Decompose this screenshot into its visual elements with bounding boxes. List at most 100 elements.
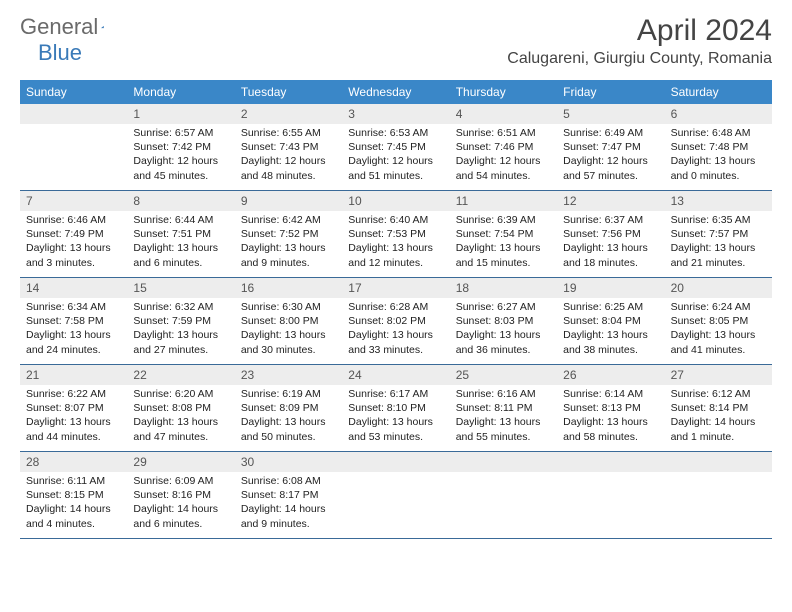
- sunrise-line: Sunrise: 6:11 AM: [26, 474, 121, 488]
- day-number: [20, 104, 127, 124]
- day-details: Sunrise: 6:46 AMSunset: 7:49 PMDaylight:…: [20, 211, 127, 274]
- day-details: Sunrise: 6:11 AMSunset: 8:15 PMDaylight:…: [20, 472, 127, 535]
- calendar: SundayMondayTuesdayWednesdayThursdayFrid…: [20, 80, 772, 539]
- calendar-cell: 4Sunrise: 6:51 AMSunset: 7:46 PMDaylight…: [450, 104, 557, 190]
- sunrise-line: Sunrise: 6:27 AM: [456, 300, 551, 314]
- day-number: 11: [450, 191, 557, 211]
- calendar-cell: 18Sunrise: 6:27 AMSunset: 8:03 PMDayligh…: [450, 278, 557, 364]
- daylight-line: Daylight: 13 hours and 15 minutes.: [456, 241, 551, 269]
- calendar-cell: 21Sunrise: 6:22 AMSunset: 8:07 PMDayligh…: [20, 365, 127, 451]
- sunset-line: Sunset: 8:11 PM: [456, 401, 551, 415]
- sunrise-line: Sunrise: 6:30 AM: [241, 300, 336, 314]
- calendar-cell: 26Sunrise: 6:14 AMSunset: 8:13 PMDayligh…: [557, 365, 664, 451]
- daylight-line: Daylight: 14 hours and 6 minutes.: [133, 502, 228, 530]
- day-details: Sunrise: 6:44 AMSunset: 7:51 PMDaylight:…: [127, 211, 234, 274]
- day-details: Sunrise: 6:08 AMSunset: 8:17 PMDaylight:…: [235, 472, 342, 535]
- calendar-cell-empty: [450, 452, 557, 538]
- sunset-line: Sunset: 7:43 PM: [241, 140, 336, 154]
- daylight-line: Daylight: 13 hours and 30 minutes.: [241, 328, 336, 356]
- day-number: 22: [127, 365, 234, 385]
- day-details: Sunrise: 6:42 AMSunset: 7:52 PMDaylight:…: [235, 211, 342, 274]
- sunset-line: Sunset: 7:45 PM: [348, 140, 443, 154]
- day-number: 5: [557, 104, 664, 124]
- day-details: Sunrise: 6:19 AMSunset: 8:09 PMDaylight:…: [235, 385, 342, 448]
- calendar-cell: 16Sunrise: 6:30 AMSunset: 8:00 PMDayligh…: [235, 278, 342, 364]
- sunset-line: Sunset: 7:42 PM: [133, 140, 228, 154]
- sunrise-line: Sunrise: 6:19 AM: [241, 387, 336, 401]
- day-number: 30: [235, 452, 342, 472]
- day-number: 27: [665, 365, 772, 385]
- day-details: Sunrise: 6:34 AMSunset: 7:58 PMDaylight:…: [20, 298, 127, 361]
- day-details: Sunrise: 6:25 AMSunset: 8:04 PMDaylight:…: [557, 298, 664, 361]
- daylight-line: Daylight: 12 hours and 57 minutes.: [563, 154, 658, 182]
- logo-triangle-icon: [101, 20, 104, 34]
- daylight-line: Daylight: 13 hours and 18 minutes.: [563, 241, 658, 269]
- calendar-cell: 14Sunrise: 6:34 AMSunset: 7:58 PMDayligh…: [20, 278, 127, 364]
- dow-header: Tuesday: [235, 80, 342, 104]
- calendar-cell-empty: [557, 452, 664, 538]
- day-number: 21: [20, 365, 127, 385]
- day-details: Sunrise: 6:30 AMSunset: 8:00 PMDaylight:…: [235, 298, 342, 361]
- sunrise-line: Sunrise: 6:44 AM: [133, 213, 228, 227]
- sunset-line: Sunset: 7:47 PM: [563, 140, 658, 154]
- calendar-cell: 20Sunrise: 6:24 AMSunset: 8:05 PMDayligh…: [665, 278, 772, 364]
- day-details: Sunrise: 6:12 AMSunset: 8:14 PMDaylight:…: [665, 385, 772, 448]
- day-number: 29: [127, 452, 234, 472]
- sunrise-line: Sunrise: 6:22 AM: [26, 387, 121, 401]
- calendar-cell: 11Sunrise: 6:39 AMSunset: 7:54 PMDayligh…: [450, 191, 557, 277]
- sunset-line: Sunset: 7:58 PM: [26, 314, 121, 328]
- day-details: Sunrise: 6:37 AMSunset: 7:56 PMDaylight:…: [557, 211, 664, 274]
- day-number: 17: [342, 278, 449, 298]
- sunrise-line: Sunrise: 6:17 AM: [348, 387, 443, 401]
- day-details: Sunrise: 6:22 AMSunset: 8:07 PMDaylight:…: [20, 385, 127, 448]
- calendar-cell: 27Sunrise: 6:12 AMSunset: 8:14 PMDayligh…: [665, 365, 772, 451]
- calendar-cell: 13Sunrise: 6:35 AMSunset: 7:57 PMDayligh…: [665, 191, 772, 277]
- sunset-line: Sunset: 8:14 PM: [671, 401, 766, 415]
- sunrise-line: Sunrise: 6:34 AM: [26, 300, 121, 314]
- calendar-cell: 5Sunrise: 6:49 AMSunset: 7:47 PMDaylight…: [557, 104, 664, 190]
- calendar-cell-empty: [665, 452, 772, 538]
- calendar-week: 1Sunrise: 6:57 AMSunset: 7:42 PMDaylight…: [20, 104, 772, 191]
- brand-part1: General: [20, 14, 98, 40]
- day-details: Sunrise: 6:40 AMSunset: 7:53 PMDaylight:…: [342, 211, 449, 274]
- sunset-line: Sunset: 8:05 PM: [671, 314, 766, 328]
- day-number: 4: [450, 104, 557, 124]
- calendar-cell: 8Sunrise: 6:44 AMSunset: 7:51 PMDaylight…: [127, 191, 234, 277]
- dow-header: Sunday: [20, 80, 127, 104]
- day-number: 9: [235, 191, 342, 211]
- calendar-cell: 30Sunrise: 6:08 AMSunset: 8:17 PMDayligh…: [235, 452, 342, 538]
- day-number: 19: [557, 278, 664, 298]
- daylight-line: Daylight: 13 hours and 38 minutes.: [563, 328, 658, 356]
- calendar-cell-empty: [20, 104, 127, 190]
- sunrise-line: Sunrise: 6:08 AM: [241, 474, 336, 488]
- month-title: April 2024: [507, 14, 772, 48]
- sunset-line: Sunset: 7:49 PM: [26, 227, 121, 241]
- daylight-line: Daylight: 13 hours and 44 minutes.: [26, 415, 121, 443]
- sunset-line: Sunset: 8:02 PM: [348, 314, 443, 328]
- day-number: 10: [342, 191, 449, 211]
- sunset-line: Sunset: 7:54 PM: [456, 227, 551, 241]
- day-number: 13: [665, 191, 772, 211]
- daylight-line: Daylight: 12 hours and 54 minutes.: [456, 154, 551, 182]
- day-details: Sunrise: 6:51 AMSunset: 7:46 PMDaylight:…: [450, 124, 557, 187]
- day-details: Sunrise: 6:27 AMSunset: 8:03 PMDaylight:…: [450, 298, 557, 361]
- day-number: [450, 452, 557, 472]
- daylight-line: Daylight: 13 hours and 0 minutes.: [671, 154, 766, 182]
- calendar-cell: 22Sunrise: 6:20 AMSunset: 8:08 PMDayligh…: [127, 365, 234, 451]
- sunrise-line: Sunrise: 6:25 AM: [563, 300, 658, 314]
- daylight-line: Daylight: 14 hours and 1 minute.: [671, 415, 766, 443]
- daylight-line: Daylight: 14 hours and 4 minutes.: [26, 502, 121, 530]
- brand-part2: Blue: [38, 40, 82, 66]
- sunset-line: Sunset: 8:17 PM: [241, 488, 336, 502]
- sunset-line: Sunset: 7:56 PM: [563, 227, 658, 241]
- calendar-cell: 10Sunrise: 6:40 AMSunset: 7:53 PMDayligh…: [342, 191, 449, 277]
- sunset-line: Sunset: 8:10 PM: [348, 401, 443, 415]
- sunset-line: Sunset: 7:57 PM: [671, 227, 766, 241]
- daylight-line: Daylight: 14 hours and 9 minutes.: [241, 502, 336, 530]
- day-details: Sunrise: 6:28 AMSunset: 8:02 PMDaylight:…: [342, 298, 449, 361]
- sunset-line: Sunset: 8:03 PM: [456, 314, 551, 328]
- daylight-line: Daylight: 13 hours and 41 minutes.: [671, 328, 766, 356]
- sunset-line: Sunset: 8:04 PM: [563, 314, 658, 328]
- calendar-cell: 25Sunrise: 6:16 AMSunset: 8:11 PMDayligh…: [450, 365, 557, 451]
- dow-header: Wednesday: [342, 80, 449, 104]
